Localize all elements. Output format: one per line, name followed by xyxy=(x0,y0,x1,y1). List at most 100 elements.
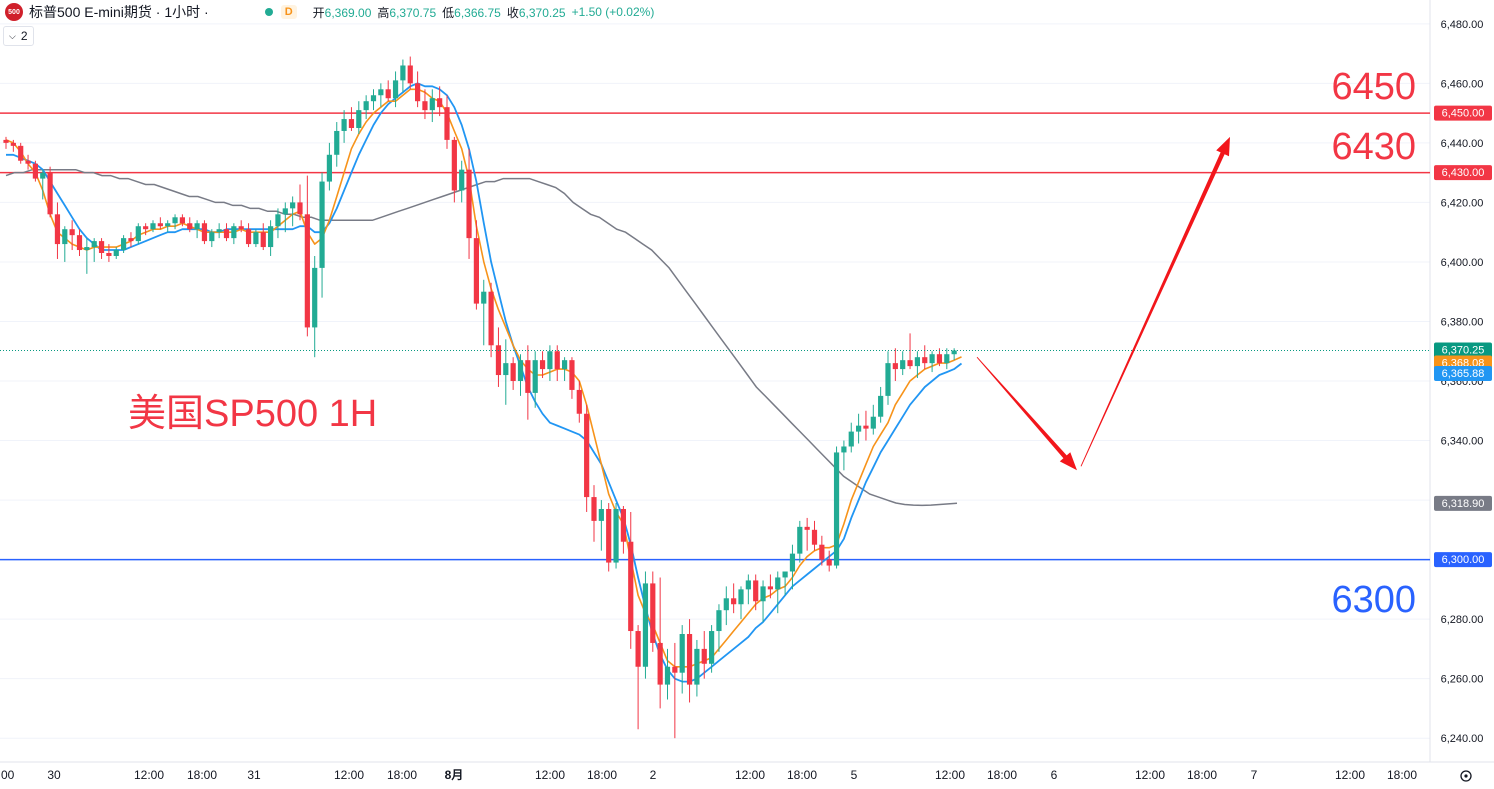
settings-gear-icon[interactable] xyxy=(1460,770,1472,782)
candle-body xyxy=(914,357,920,367)
symbol-title[interactable]: 标普500 E-mini期货 · 1小时 · xyxy=(29,4,209,20)
candle-body xyxy=(694,648,700,685)
candle-body xyxy=(481,291,487,304)
candle-body xyxy=(363,101,369,111)
candle-body xyxy=(238,226,244,230)
x-tick-label: 30 xyxy=(47,768,61,782)
candle-body xyxy=(547,351,553,370)
price-tag-box xyxy=(1434,552,1492,568)
candle-body xyxy=(466,169,472,239)
high-value: 6,370.75 xyxy=(389,5,437,20)
candle-body xyxy=(76,235,83,251)
y-tick-label: 6,420.00 xyxy=(1441,197,1484,209)
candle-body xyxy=(775,577,781,590)
x-tick-label: 12:00 xyxy=(134,768,164,782)
candle-body xyxy=(106,253,112,256)
price-tag-label: 6,300.00 xyxy=(1442,554,1485,566)
candle-body xyxy=(885,363,891,396)
x-tick-label: 31 xyxy=(247,768,261,782)
x-tick-label: 12:00 xyxy=(535,768,565,782)
candle-body xyxy=(407,65,413,84)
candle-body xyxy=(576,389,582,414)
candle-body xyxy=(635,631,641,667)
settings-gear-icon-center xyxy=(1464,774,1468,778)
x-tick-label: :00 xyxy=(0,768,15,782)
candle-body xyxy=(341,119,347,131)
candle-body xyxy=(900,360,906,370)
price-tag-box xyxy=(1434,105,1492,121)
level-label-6430[interactable]: 6430 xyxy=(1331,126,1416,168)
candle-body xyxy=(525,360,531,393)
candle-body xyxy=(892,363,898,370)
candle-body xyxy=(194,223,200,230)
candle-body xyxy=(642,583,649,667)
data-badge[interactable]: D xyxy=(280,5,297,19)
x-tick-label: 2 xyxy=(650,768,657,782)
candle-body xyxy=(811,529,818,545)
x-tick-label: 18:00 xyxy=(387,768,417,782)
candle-body xyxy=(437,98,443,108)
level-label-6300[interactable]: 6300 xyxy=(1331,579,1416,621)
grid xyxy=(0,0,1494,763)
level-label-6450[interactable]: 6450 xyxy=(1331,66,1416,108)
candle-body xyxy=(738,589,744,605)
candle-body xyxy=(539,360,546,370)
candle-body xyxy=(863,425,869,429)
y-tick-label: 6,460.00 xyxy=(1441,78,1484,90)
high-label: 高 xyxy=(377,5,390,20)
chart-title-annotation[interactable]: 美国SP500 1H xyxy=(128,393,377,435)
candle-body xyxy=(282,208,288,215)
candle-body xyxy=(128,238,134,242)
candle-body xyxy=(40,172,46,179)
candle-body xyxy=(143,226,149,230)
price-tag-label: 6,365.88 xyxy=(1442,368,1485,380)
y-tick-label: 6,280.00 xyxy=(1441,614,1484,626)
candle-body xyxy=(187,223,193,230)
x-tick-label: 7 xyxy=(1251,768,1258,782)
candle-body xyxy=(121,238,127,251)
x-tick-label: 12:00 xyxy=(735,768,765,782)
price-tag-label: 6,318.90 xyxy=(1442,498,1485,510)
price-tag-label: 6,370.25 xyxy=(1442,344,1485,356)
candle-body xyxy=(326,154,332,182)
x-tick-label: 18:00 xyxy=(787,768,817,782)
x-tick-label: 12:00 xyxy=(1135,768,1165,782)
candle-body xyxy=(936,354,943,364)
candle-body xyxy=(510,363,516,381)
candle-body xyxy=(782,571,788,578)
candle-body xyxy=(819,544,825,560)
candle-body xyxy=(415,83,421,102)
indicator-toggle-button[interactable]: ⌵ 2 xyxy=(3,26,34,46)
candle-body xyxy=(113,250,119,256)
candle-body xyxy=(392,80,399,99)
x-tick-label: 6 xyxy=(1051,768,1058,782)
candle-body xyxy=(290,202,296,209)
candle-body xyxy=(356,110,362,128)
y-tick-label: 6,340.00 xyxy=(1441,436,1484,448)
symbol-logo[interactable]: 500 xyxy=(5,3,23,21)
candle-body xyxy=(797,526,803,554)
candle-body xyxy=(385,89,391,99)
candle-body xyxy=(495,345,502,376)
candle-body xyxy=(878,395,884,417)
candle-body xyxy=(922,357,928,364)
candle-body xyxy=(569,360,575,390)
ma-slow-series xyxy=(5,168,958,507)
price-tag: 6,450.00 xyxy=(1434,105,1492,121)
candle-body xyxy=(18,145,24,161)
x-tick-label: 12:00 xyxy=(1335,768,1365,782)
candle-body xyxy=(826,559,832,566)
candle-body xyxy=(231,226,237,239)
x-tick-label: 12:00 xyxy=(334,768,364,782)
candle-body xyxy=(304,214,310,328)
candle-body xyxy=(10,142,16,146)
candle-body xyxy=(613,508,619,563)
candle-body xyxy=(459,169,465,191)
candle-body xyxy=(253,232,259,245)
candle-body xyxy=(91,241,97,248)
candle-body xyxy=(370,95,377,102)
candle-body xyxy=(312,267,318,328)
indicator-count: 2 xyxy=(20,29,28,43)
